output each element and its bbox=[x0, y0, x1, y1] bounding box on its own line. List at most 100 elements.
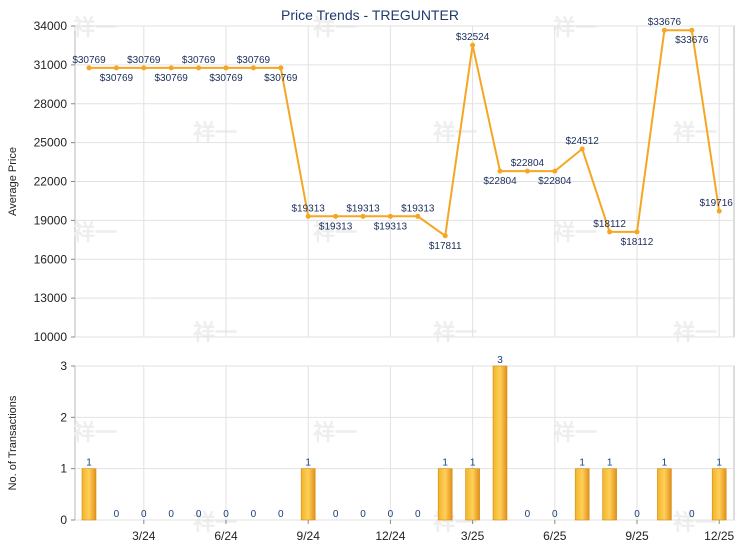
transaction-count-label: 0 bbox=[360, 509, 366, 520]
watermark: 祥一 bbox=[73, 220, 117, 246]
price-y-tick-label: 19000 bbox=[34, 213, 68, 227]
price-point bbox=[470, 42, 476, 48]
price-data-label: $30769 bbox=[100, 73, 134, 84]
watermark: 祥一 bbox=[73, 15, 117, 41]
price-data-label: $19313 bbox=[401, 203, 435, 214]
price-data-label: $18112 bbox=[593, 219, 626, 230]
chart-title: Price Trends - TREGUNTER bbox=[281, 7, 459, 23]
transaction-count-label: 0 bbox=[114, 509, 120, 520]
watermark: 祥一 bbox=[673, 120, 717, 146]
price-point bbox=[113, 65, 119, 71]
watermark: 祥一 bbox=[313, 15, 357, 41]
price-y-tick-label: 34000 bbox=[34, 19, 68, 33]
transaction-bar bbox=[492, 365, 508, 521]
price-y-tick-label: 22000 bbox=[34, 175, 68, 189]
price-y-axis-label: Average Price bbox=[7, 147, 19, 216]
transaction-bar bbox=[300, 468, 316, 521]
price-point bbox=[607, 229, 613, 235]
price-y-tick-label: 25000 bbox=[34, 136, 68, 150]
price-point bbox=[579, 146, 585, 152]
watermark: 祥一 bbox=[313, 220, 357, 246]
x-tick-label: 6/25 bbox=[543, 529, 567, 543]
watermark: 祥一 bbox=[313, 420, 357, 446]
price-y-tick-label: 10000 bbox=[34, 330, 68, 344]
transaction-count-label: 1 bbox=[470, 458, 476, 469]
price-series-line bbox=[89, 29, 721, 238]
transaction-count-label: 0 bbox=[388, 509, 394, 520]
price-point bbox=[497, 168, 503, 174]
price-point bbox=[333, 213, 339, 219]
x-tick-label: 9/24 bbox=[297, 529, 321, 543]
transaction-count-label: 0 bbox=[552, 509, 558, 520]
price-point bbox=[278, 65, 284, 71]
watermark: 祥一 bbox=[193, 120, 237, 146]
transaction-count-label: 0 bbox=[415, 509, 421, 520]
x-tick-label: 3/25 bbox=[461, 529, 485, 543]
watermark: 祥一 bbox=[433, 120, 477, 146]
watermark: 祥一 bbox=[433, 320, 477, 346]
transactions-y-tick-label: 1 bbox=[60, 462, 67, 476]
transactions-panel-frame bbox=[74, 365, 735, 521]
price-point bbox=[661, 27, 667, 33]
price-point bbox=[415, 213, 421, 219]
transaction-count-label: 3 bbox=[497, 355, 503, 366]
price-point bbox=[86, 65, 92, 71]
transactions-y-tick-label: 2 bbox=[60, 410, 67, 424]
x-tick-label: 12/24 bbox=[375, 529, 405, 543]
price-data-label: $22804 bbox=[483, 176, 517, 187]
transaction-bar bbox=[711, 468, 727, 521]
transaction-count-label: 0 bbox=[141, 509, 147, 520]
price-data-label: $30769 bbox=[72, 55, 106, 66]
price-point bbox=[168, 65, 174, 71]
transaction-count-label: 0 bbox=[251, 509, 257, 520]
price-data-label: $19313 bbox=[292, 203, 326, 214]
price-data-label: $30769 bbox=[155, 73, 189, 84]
price-point bbox=[305, 213, 311, 219]
price-data-label: $32524 bbox=[456, 32, 490, 43]
price-data-label: $19313 bbox=[346, 203, 380, 214]
price-data-label: $22804 bbox=[538, 176, 572, 187]
transactions-y-tick-label: 3 bbox=[60, 359, 67, 373]
transaction-count-label: 1 bbox=[662, 458, 668, 469]
price-data-label: $33676 bbox=[648, 17, 682, 28]
x-tick-label: 9/25 bbox=[625, 529, 649, 543]
watermark: 祥一 bbox=[553, 220, 597, 246]
price-point bbox=[524, 168, 530, 174]
price-point bbox=[552, 168, 558, 174]
price-point bbox=[716, 208, 722, 214]
transaction-count-label: 0 bbox=[168, 509, 174, 520]
transaction-count-label: 0 bbox=[223, 509, 229, 520]
price-y-tick-label: 28000 bbox=[34, 97, 68, 111]
transaction-count-label: 0 bbox=[525, 509, 531, 520]
transaction-count-label: 0 bbox=[634, 509, 640, 520]
price-point bbox=[250, 65, 256, 71]
price-point bbox=[141, 65, 147, 71]
price-data-label: $30769 bbox=[127, 55, 161, 66]
transaction-count-label: 1 bbox=[607, 458, 613, 469]
watermark: 祥一 bbox=[193, 320, 237, 346]
watermark: 祥一 bbox=[553, 15, 597, 41]
transaction-count-label: 1 bbox=[716, 458, 722, 469]
transaction-bar bbox=[437, 468, 453, 521]
transaction-count-label: 1 bbox=[579, 458, 585, 469]
price-point bbox=[387, 213, 393, 219]
price-point bbox=[196, 65, 202, 71]
x-tick-label: 12/25 bbox=[704, 529, 734, 543]
price-point bbox=[360, 213, 366, 219]
transaction-bar bbox=[574, 468, 590, 521]
price-point bbox=[689, 27, 695, 33]
transaction-count-label: 1 bbox=[442, 458, 448, 469]
watermark: 祥一 bbox=[553, 420, 597, 446]
transaction-count-label: 0 bbox=[196, 509, 202, 520]
price-data-label: $30769 bbox=[237, 55, 271, 66]
price-y-tick-label: 16000 bbox=[34, 252, 68, 266]
transactions-y-tick-label: 0 bbox=[60, 513, 67, 527]
price-y-tick-label: 31000 bbox=[34, 58, 68, 72]
price-point bbox=[442, 233, 448, 239]
price-data-label: $30769 bbox=[264, 73, 298, 84]
transactions-y-axis-label: No. of Transactions bbox=[7, 395, 19, 490]
watermark: 祥一 bbox=[193, 510, 237, 536]
transaction-count-label: 0 bbox=[689, 509, 695, 520]
price-data-label: $22804 bbox=[511, 158, 545, 169]
